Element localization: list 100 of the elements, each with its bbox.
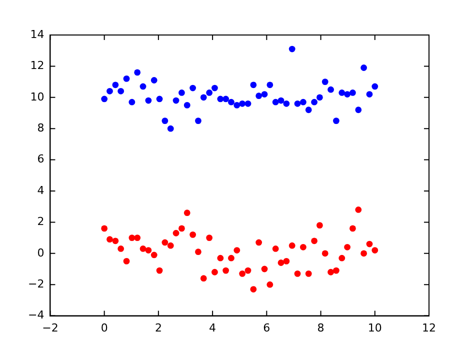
- point: [239, 270, 246, 277]
- point: [338, 254, 346, 262]
- point: [206, 234, 213, 241]
- point: [239, 100, 246, 107]
- point: [150, 252, 158, 258]
- point: [167, 125, 174, 132]
- point: [228, 98, 234, 106]
- point: [322, 250, 328, 257]
- point: [190, 231, 196, 238]
- point: [118, 88, 124, 94]
- point: [256, 92, 262, 100]
- point: [266, 281, 274, 288]
- x-tick-label: 4: [209, 321, 216, 334]
- point: [360, 250, 367, 257]
- point: [101, 225, 108, 232]
- x-tick-label: 2: [154, 321, 162, 334]
- point: [134, 69, 141, 76]
- point: [355, 106, 362, 114]
- point: [118, 246, 124, 252]
- point: [372, 247, 378, 254]
- point: [222, 96, 230, 102]
- point: [128, 234, 136, 241]
- point: [272, 246, 279, 252]
- point: [234, 102, 240, 108]
- point: [333, 118, 340, 124]
- point: [206, 90, 213, 96]
- point: [145, 97, 152, 104]
- point: [338, 90, 346, 96]
- point: [350, 90, 356, 96]
- point: [250, 82, 257, 88]
- point: [228, 254, 234, 262]
- point: [300, 244, 306, 250]
- point: [212, 84, 218, 92]
- point: [305, 270, 312, 277]
- point: [112, 238, 119, 244]
- point: [283, 100, 290, 107]
- point: [283, 258, 290, 264]
- point: [311, 98, 318, 106]
- point: [328, 86, 334, 93]
- point: [222, 267, 230, 274]
- point: [106, 88, 113, 94]
- point: [145, 247, 152, 254]
- point: [123, 75, 130, 82]
- point: [150, 77, 158, 84]
- point: [322, 78, 328, 85]
- x-tick-label: 8: [317, 321, 324, 334]
- point: [300, 98, 306, 106]
- point: [360, 64, 367, 71]
- point: [195, 118, 202, 124]
- point: [162, 239, 168, 246]
- point: [184, 102, 190, 108]
- point: [162, 118, 168, 124]
- point: [195, 248, 202, 256]
- point: [305, 106, 312, 114]
- point: [350, 225, 356, 232]
- y-tick-label: 4: [37, 184, 44, 197]
- point: [112, 82, 119, 88]
- y-tick-label: 14: [30, 28, 44, 41]
- x-tick-label: 10: [368, 321, 382, 334]
- y-tick-label: −4: [28, 308, 44, 322]
- point: [178, 90, 185, 96]
- point: [140, 246, 146, 252]
- point: [288, 46, 296, 52]
- point: [266, 82, 274, 88]
- point: [190, 84, 196, 92]
- y-tick-label: 12: [30, 59, 44, 72]
- point: [244, 267, 252, 274]
- point: [134, 234, 141, 241]
- x-tick-label: 12: [422, 321, 436, 334]
- point: [128, 98, 136, 106]
- point: [288, 242, 296, 249]
- point: [294, 270, 301, 277]
- point: [311, 238, 318, 244]
- point: [184, 210, 190, 216]
- point: [294, 100, 301, 107]
- point: [167, 242, 174, 249]
- point: [140, 83, 146, 90]
- y-tick-label: 2: [37, 215, 44, 228]
- point: [200, 275, 207, 282]
- x-tick-label: 6: [263, 321, 270, 334]
- x-tick-label: 0: [100, 321, 108, 334]
- point: [366, 240, 373, 248]
- point: [234, 247, 240, 254]
- point: [261, 266, 268, 272]
- point: [172, 230, 180, 236]
- point: [261, 91, 268, 98]
- point: [316, 94, 323, 101]
- point: [101, 96, 108, 102]
- point: [200, 94, 207, 101]
- point: [272, 98, 279, 106]
- point: [217, 254, 224, 262]
- point: [278, 260, 284, 266]
- point: [256, 239, 262, 246]
- point: [316, 222, 323, 229]
- y-tick-label: −2: [28, 277, 44, 290]
- point: [344, 244, 350, 250]
- point: [372, 83, 378, 90]
- point: [178, 225, 185, 232]
- point: [156, 267, 163, 274]
- point: [212, 268, 218, 276]
